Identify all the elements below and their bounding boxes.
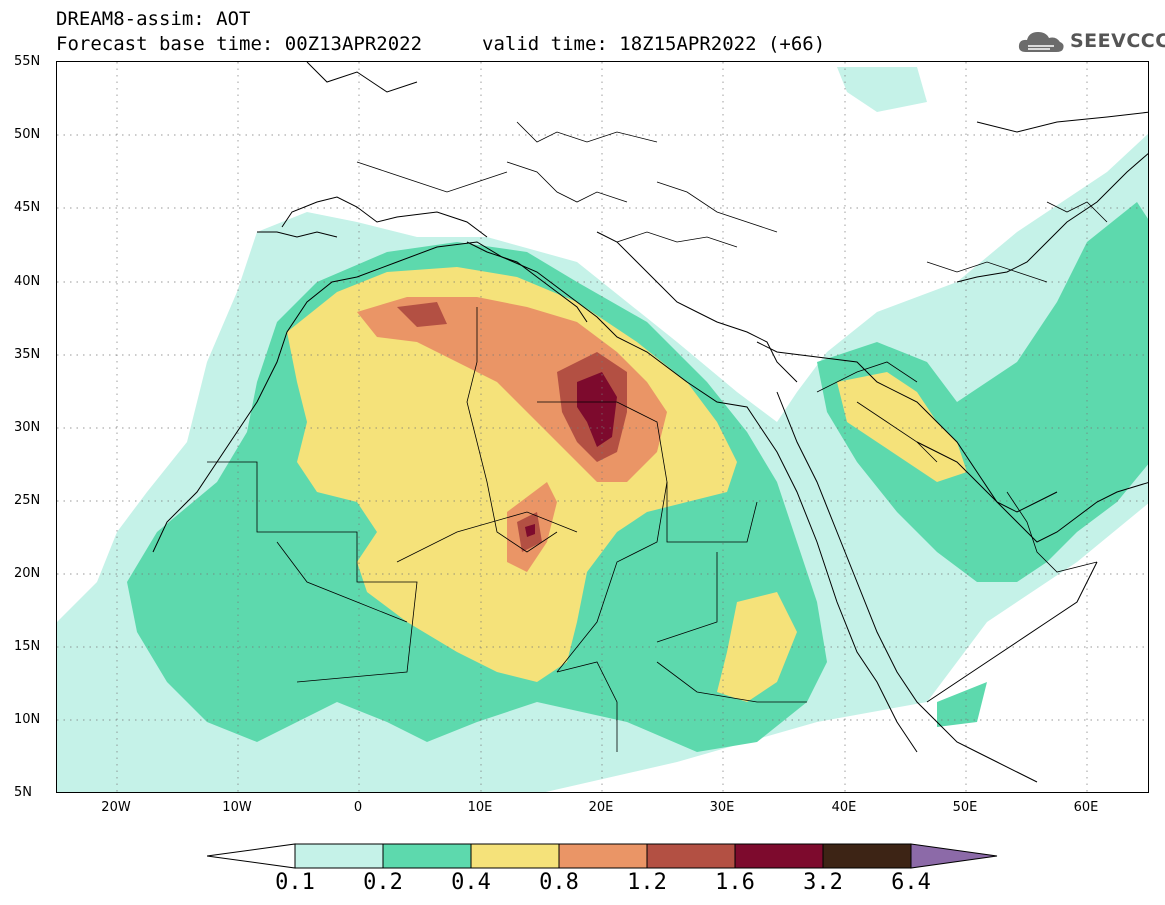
lat-label-10n: 10N (14, 712, 41, 727)
coastlines (152, 62, 1148, 783)
colorbar-bin-4 (646, 843, 736, 869)
lon-label-20w: 20W (101, 800, 131, 815)
lon-label-10e: 10E (467, 800, 493, 815)
map-title: DREAM8-assim: AOT (56, 8, 251, 30)
colorbar-bin-6 (822, 843, 912, 869)
colorbar-label-0.8: 0.8 (539, 870, 579, 895)
colorbar (207, 843, 998, 869)
lat-label-30n: 30N (14, 420, 41, 435)
aot-contour-1.6 (525, 372, 617, 537)
lat-label-25n: 25N (14, 493, 41, 508)
lon-label-30e: 30E (709, 800, 735, 815)
lat-label-5n: 5N (14, 785, 32, 800)
lat-label-20n: 20N (14, 566, 41, 581)
valid-time: valid time: 18Z15APR2022 (+66) (482, 33, 826, 55)
seevccc-logo: SEEVCCC (1016, 26, 1165, 56)
lat-label-35n: 35N (14, 347, 41, 362)
lat-label-40n: 40N (14, 274, 41, 289)
graticule (57, 62, 1148, 792)
lat-label-55n: 55N (14, 54, 41, 69)
forecast-base-time: Forecast base time: 00Z13APR2022 (56, 33, 423, 55)
aot-field (57, 62, 1148, 792)
colorbar-over-triangle (910, 843, 998, 869)
colorbar-bin-0 (294, 843, 384, 869)
colorbar-label-3.2: 3.2 (803, 870, 843, 895)
lon-label-0: 0 (353, 800, 363, 815)
map-area[interactable] (56, 61, 1149, 793)
colorbar-label-1.6: 1.6 (715, 870, 755, 895)
lon-label-20e: 20E (588, 800, 614, 815)
country-borders (207, 121, 1108, 752)
lat-label-50n: 50N (14, 127, 41, 142)
colorbar-label-6.4: 6.4 (891, 870, 931, 895)
cloud-icon (1018, 32, 1064, 52)
lon-label-50e: 50E (952, 800, 978, 815)
colorbar-bin-3 (558, 843, 648, 869)
lon-label-10w: 10W (222, 800, 252, 815)
logo-text: SEEVCCC (1070, 30, 1165, 52)
colorbar-under-triangle (207, 843, 296, 869)
lat-label-15n: 15N (14, 639, 41, 654)
colorbar-bin-2 (470, 843, 560, 869)
lat-label-45n: 45N (14, 200, 41, 215)
colorbar-label-0.1: 0.1 (275, 870, 315, 895)
colorbar-bin-5 (734, 843, 824, 869)
lon-label-40e: 40E (831, 800, 857, 815)
colorbar-bin-1 (382, 843, 472, 869)
colorbar-label-1.2: 1.2 (627, 870, 667, 895)
colorbar-label-0.2: 0.2 (363, 870, 403, 895)
colorbar-label-0.4: 0.4 (451, 870, 491, 895)
lon-label-60e: 60E (1073, 800, 1099, 815)
